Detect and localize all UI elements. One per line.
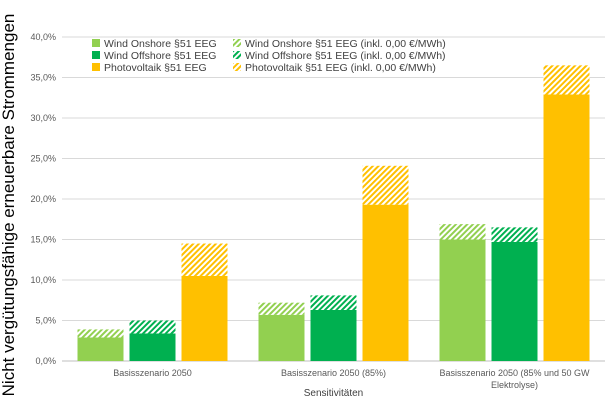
bar-segment-base: [77, 337, 124, 361]
legend-swatch: [233, 51, 241, 59]
y-tick-label: 25,0%: [30, 154, 56, 164]
y-tick-label: 30,0%: [30, 113, 56, 123]
bar-segment-hatched: [310, 295, 357, 310]
y-tick-label: 0,0%: [35, 356, 56, 366]
bar-segment-base: [543, 94, 590, 361]
bar-segment-base: [491, 241, 538, 361]
y-tick-label: 20,0%: [30, 194, 56, 204]
x-category-label: Basisszenario 2050 (85% und 50 GW: [439, 368, 590, 378]
legend: Wind Onshore §51 EEG Wind Onshore §51 EEG…: [92, 38, 446, 74]
y-tick-label: 5,0%: [35, 316, 56, 326]
y-axis-title: Nicht vergütungsfähige erneuerbare Strom…: [0, 14, 18, 397]
x-category-labels: Basisszenario 2050 Basisszenario 2050 (85…: [113, 368, 590, 390]
x-axis-title: Sensitivitäten: [304, 388, 363, 399]
legend-swatch: [233, 63, 241, 71]
bar-segment-base: [362, 204, 409, 361]
bars: [77, 65, 590, 361]
bar-segment-base: [439, 239, 486, 361]
y-tick-label: 35,0%: [30, 73, 56, 83]
bar-segment-hatched: [362, 165, 409, 205]
legend-label: Photovoltaik §51 EEG: [104, 62, 207, 74]
bar-segment-hatched: [129, 320, 176, 334]
legend-label: Wind Offshore §51 EEG (inkl. 0,00 €/MWh): [245, 50, 446, 62]
bar-segment-hatched: [439, 224, 486, 240]
bar-segment-base: [310, 309, 357, 361]
legend-label: Wind Onshore §51 EEG: [104, 38, 217, 50]
y-tick-label: 40,0%: [30, 32, 56, 42]
y-tick-label: 15,0%: [30, 235, 56, 245]
legend-label: Photovoltaik §51 EEG (inkl. 0,00 €/MWh): [245, 62, 436, 74]
bar-segment-hatched: [491, 227, 538, 242]
x-category-label: Elektrolyse): [491, 380, 538, 390]
y-tick-label: 10,0%: [30, 275, 56, 285]
bar-segment-base: [258, 314, 305, 361]
legend-label: Wind Offshore §51 EEG: [104, 50, 216, 62]
bar-segment-hatched: [181, 243, 228, 276]
x-category-label: Basisszenario 2050: [113, 368, 192, 378]
bar-segment-hatched: [77, 329, 124, 338]
legend-swatch: [92, 39, 100, 47]
legend-swatch: [233, 39, 241, 47]
x-category-label: Basisszenario 2050 (85%): [281, 368, 386, 378]
bar-segment-base: [129, 333, 176, 361]
legend-swatch: [92, 63, 100, 71]
legend-swatch: [92, 51, 100, 59]
bar-segment-base: [181, 275, 228, 361]
bar-segment-hatched: [543, 65, 590, 95]
bar-segment-hatched: [258, 302, 305, 315]
legend-label: Wind Onshore §51 EEG (inkl. 0,00 €/MWh): [245, 38, 446, 50]
y-tick-labels: 0,0% 5,0% 10,0% 15,0% 20,0% 25,0% 30,0% 35,0% 40…: [30, 32, 56, 366]
